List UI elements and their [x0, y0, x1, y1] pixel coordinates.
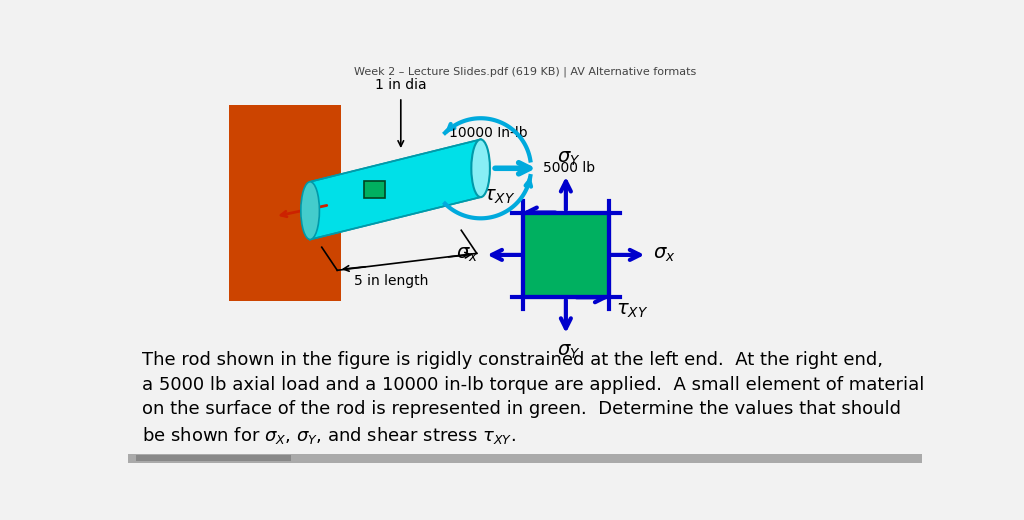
- Text: 5 in length: 5 in length: [354, 274, 429, 288]
- Text: a 5000 lb axial load and a 10000 in-lb torque are applied.  A small element of m: a 5000 lb axial load and a 10000 in-lb t…: [142, 376, 925, 394]
- Ellipse shape: [301, 182, 319, 240]
- Text: 10000 In-lb: 10000 In-lb: [449, 126, 527, 140]
- Text: $\sigma_x$: $\sigma_x$: [456, 245, 478, 264]
- Text: 1 in dia: 1 in dia: [375, 77, 427, 92]
- Ellipse shape: [471, 139, 489, 197]
- Polygon shape: [310, 139, 480, 240]
- Text: 5000 lb: 5000 lb: [543, 161, 595, 175]
- Text: $\tau_{XY}$: $\tau_{XY}$: [483, 187, 515, 206]
- Text: The rod shown in the figure is rigidly constrained at the left end.  At the righ: The rod shown in the figure is rigidly c…: [142, 351, 883, 369]
- Bar: [136, 455, 291, 461]
- Bar: [128, 453, 922, 463]
- Bar: [228, 105, 341, 301]
- Bar: [364, 181, 385, 198]
- Text: on the surface of the rod is represented in green.  Determine the values that sh: on the surface of the rod is represented…: [142, 400, 901, 419]
- Text: $\sigma_Y$: $\sigma_Y$: [557, 342, 581, 361]
- Bar: [523, 213, 608, 297]
- Text: $\sigma_x$: $\sigma_x$: [653, 245, 676, 264]
- Text: $\sigma_Y$: $\sigma_Y$: [557, 149, 581, 168]
- Text: $\tau_{XY}$: $\tau_{XY}$: [616, 301, 648, 320]
- Text: be shown for $\sigma_X$, $\sigma_Y$, and shear stress $\tau_{XY}$.: be shown for $\sigma_X$, $\sigma_Y$, and…: [142, 425, 516, 446]
- Text: Week 2 – Lecture Slides.pdf (619 KB) | AV Alternative formats: Week 2 – Lecture Slides.pdf (619 KB) | A…: [353, 66, 696, 77]
